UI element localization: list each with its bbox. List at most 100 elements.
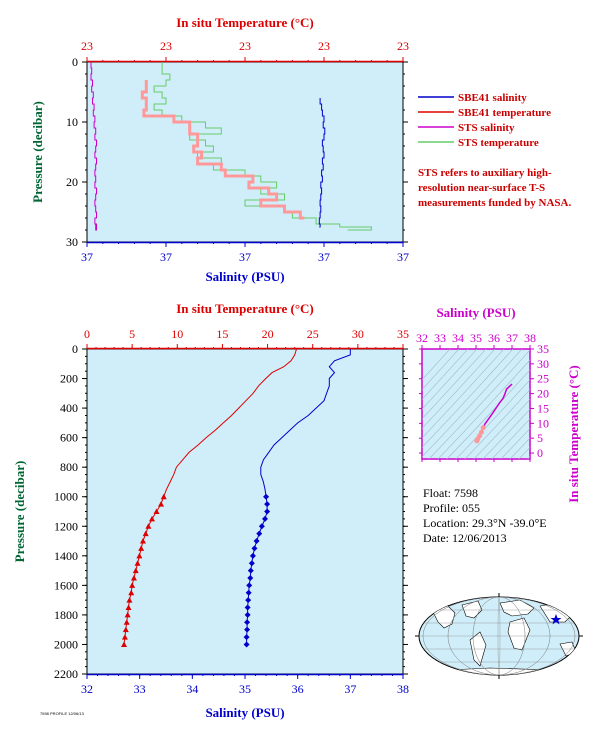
continent (507, 617, 531, 651)
ts-right-tick-label: 35 (537, 342, 549, 356)
y-tick-label: 1800 (54, 608, 78, 622)
bottom-axis-title: Salinity (PSU) (205, 269, 284, 284)
y-axis-title: Pressure (decibar) (30, 101, 45, 203)
y-axis-title: Pressure (decibar) (12, 461, 27, 563)
salinity-marker (264, 501, 271, 508)
temperature-marker (122, 626, 129, 633)
temperature-marker (139, 538, 146, 544)
top-tick-label: 30 (352, 327, 364, 341)
density-contours (422, 349, 530, 459)
bottom-tick-label: 33 (134, 682, 146, 696)
ts-top-tick-label: 38 (524, 331, 536, 345)
salinity-marker (248, 560, 255, 567)
temperature-marker (125, 604, 132, 611)
density-contour (455, 379, 530, 459)
ts-right-tick-label: 10 (537, 416, 549, 430)
bottom-tick-label: 37 (239, 250, 251, 264)
y-tick-label: 0 (72, 342, 78, 356)
density-contour (509, 437, 530, 459)
ts-top-tick-label: 35 (470, 331, 482, 345)
top-tick-label: 35 (397, 327, 409, 341)
y-tick-label: 1000 (54, 490, 78, 504)
ts-top-tick-label: 37 (506, 331, 518, 345)
bottom-tick-label: 37 (318, 250, 330, 264)
salinity-marker (262, 515, 269, 522)
temperature-marker (129, 582, 136, 588)
ts-right-tick-label: 20 (537, 387, 549, 401)
top-axis-title: In situ Temperature (°C) (176, 15, 314, 30)
y-tick-label: 1600 (54, 578, 78, 592)
density-contour (422, 349, 505, 439)
location-map (415, 593, 583, 679)
ts-point (478, 429, 484, 435)
temperature-marker (158, 501, 165, 507)
bottom-tick-label: 35 (239, 682, 251, 696)
salinity-marker (245, 597, 252, 604)
density-contour (422, 349, 496, 429)
salinity-marker (249, 552, 256, 559)
bottom-tick-label: 37 (344, 682, 356, 696)
plot-area (86, 61, 404, 243)
float-location-star (550, 614, 562, 625)
temperature-marker (149, 515, 156, 522)
top-chart: 23 23 23 23 23 37 37 37 37 37 0 10 20 30 In situ Tempe… (30, 15, 409, 284)
density-contour (437, 359, 530, 459)
density-contour (491, 418, 530, 459)
sts-note: STS refers to auxiliary high-resolution … (418, 167, 572, 209)
top-tick-label: 23 (318, 39, 330, 53)
salinity-marker (246, 582, 253, 589)
density-contour (473, 398, 530, 459)
density-contour (422, 349, 487, 420)
temperature-marker (136, 552, 143, 559)
top-tick-label: 23 (160, 39, 172, 53)
temperature-marker (145, 523, 152, 529)
y-tick-label: 600 (60, 431, 78, 445)
y-tick-label: 1400 (54, 549, 78, 563)
temperature-marker (126, 597, 133, 603)
y-tick-label: 0 (72, 55, 78, 69)
y-tick-label: 2200 (54, 667, 78, 681)
ts-top-tick-label: 32 (416, 331, 428, 345)
density-contour (527, 456, 530, 459)
temperature-marker (132, 567, 139, 574)
ts-top-tick-label: 34 (452, 331, 464, 345)
temperature-marker (124, 611, 131, 618)
ts-right-tick-label: 15 (537, 401, 549, 415)
density-contour (500, 428, 530, 459)
bottom-tick-label: 38 (397, 682, 409, 696)
density-contour (518, 447, 530, 459)
density-contour (422, 349, 451, 381)
bottom-axis-title: Salinity (PSU) (205, 705, 284, 720)
ts-right-axis-title: In situ Temperature (°C) (566, 365, 581, 503)
salinity-marker (263, 493, 270, 500)
temperature-marker (128, 589, 135, 596)
bottom-tick-label: 37 (397, 250, 409, 264)
top-tick-label: 10 (171, 327, 183, 341)
density-contour (464, 389, 530, 459)
ts-top-axis-title: Salinity (PSU) (436, 305, 515, 320)
profile-number: Profile: 055 (423, 501, 480, 515)
temperature-marker (123, 619, 130, 625)
salinity-marker (243, 634, 250, 641)
salinity-marker (251, 545, 258, 552)
bottom-tick-label: 37 (160, 250, 172, 264)
temperature-marker (121, 634, 128, 640)
main-chart: 0 5 10 15 20 25 30 35 32 33 34 35 36 37 38 0 200 400 600 80… (12, 301, 409, 720)
temperature-marker (121, 641, 128, 647)
salinity-marker (244, 626, 251, 633)
legend-label: SBE41 salinity (458, 92, 527, 104)
top-tick-label: 23 (239, 39, 251, 53)
top-tick-label: 23 (397, 39, 409, 53)
legend-label: SBE41 temperature (458, 107, 551, 119)
ts-right-tick-label: 5 (537, 431, 543, 445)
temperature-marker (138, 545, 145, 551)
series-line (90, 62, 97, 231)
salinity-marker (253, 538, 260, 545)
density-contour (422, 349, 460, 391)
y-tick-label: 2000 (54, 637, 78, 651)
top-tick-label: 0 (84, 327, 90, 341)
salinity-marker (244, 611, 251, 618)
footer-text: 7598 PROFILE 12/06/13 (40, 711, 84, 716)
